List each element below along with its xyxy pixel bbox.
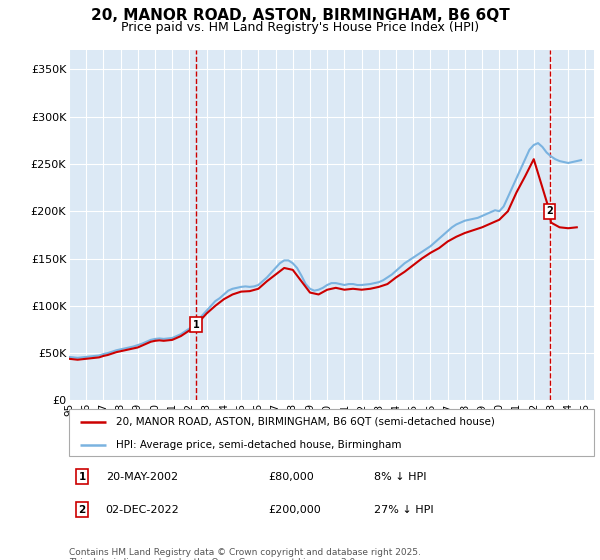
Text: 27% ↓ HPI: 27% ↓ HPI (373, 505, 433, 515)
Text: £80,000: £80,000 (269, 472, 314, 482)
Text: HPI: Average price, semi-detached house, Birmingham: HPI: Average price, semi-detached house,… (116, 440, 402, 450)
Text: 8% ↓ HPI: 8% ↓ HPI (373, 472, 426, 482)
Text: 1: 1 (79, 472, 86, 482)
FancyBboxPatch shape (69, 409, 594, 456)
Text: 20, MANOR ROAD, ASTON, BIRMINGHAM, B6 6QT (semi-detached house): 20, MANOR ROAD, ASTON, BIRMINGHAM, B6 6Q… (116, 417, 495, 427)
Text: 20, MANOR ROAD, ASTON, BIRMINGHAM, B6 6QT: 20, MANOR ROAD, ASTON, BIRMINGHAM, B6 6Q… (91, 8, 509, 24)
Text: 1: 1 (193, 320, 199, 330)
Text: Contains HM Land Registry data © Crown copyright and database right 2025.
This d: Contains HM Land Registry data © Crown c… (69, 548, 421, 560)
Text: 20-MAY-2002: 20-MAY-2002 (106, 472, 178, 482)
Text: 02-DEC-2022: 02-DEC-2022 (106, 505, 179, 515)
Text: £200,000: £200,000 (269, 505, 321, 515)
Text: 2: 2 (79, 505, 86, 515)
Text: 2: 2 (546, 206, 553, 216)
Text: Price paid vs. HM Land Registry's House Price Index (HPI): Price paid vs. HM Land Registry's House … (121, 21, 479, 34)
